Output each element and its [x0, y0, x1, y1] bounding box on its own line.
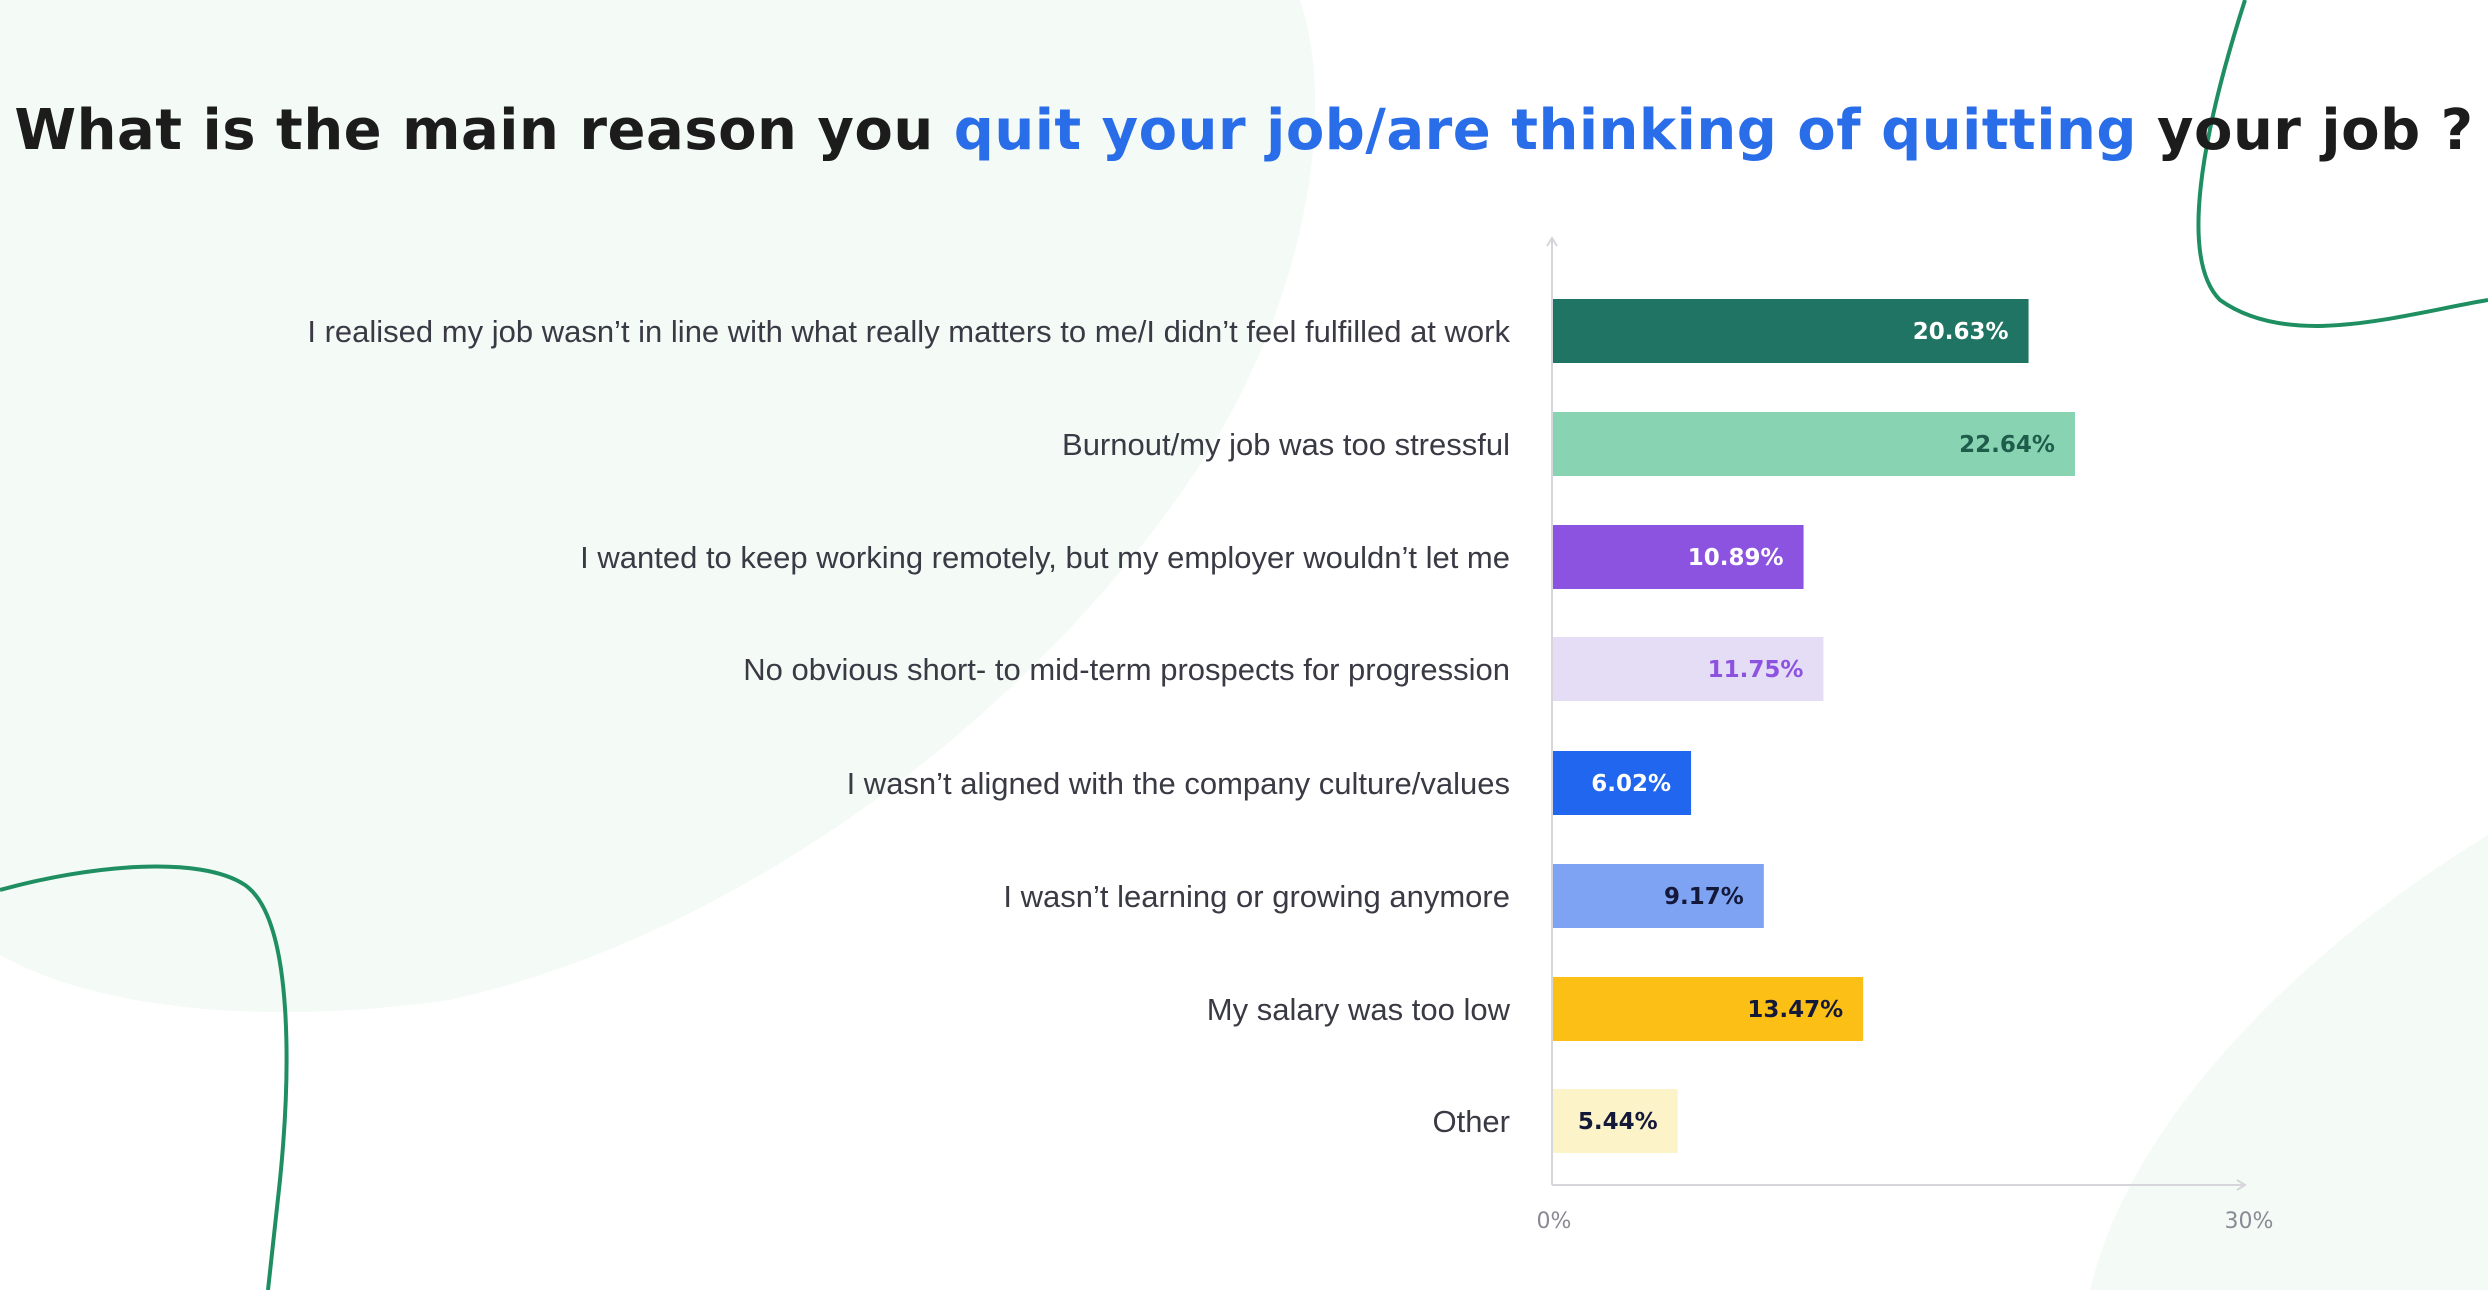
decorative-curve-top-right — [2196, 0, 2488, 328]
bar-value-label-2: 10.89% — [1688, 545, 1784, 571]
category-label-1: Burnout/my job was too stressful — [1062, 427, 1510, 462]
bar-value-label-6: 13.47% — [1747, 997, 1843, 1023]
bar-1 — [1552, 412, 2075, 476]
bar-value-label-4: 6.02% — [1591, 771, 1671, 797]
title-part-1: What is the main reason you — [14, 98, 954, 163]
bar-value-label-7: 5.44% — [1578, 1109, 1658, 1135]
bar-4 — [1552, 751, 1692, 815]
decorative-curve-bottom-left — [0, 864, 289, 1290]
bar-6 — [1552, 977, 1864, 1041]
bar-2 — [1552, 525, 1804, 589]
title-accent: quit your job/are thinking of quitting — [953, 98, 2137, 163]
y-axis-arrow — [1546, 236, 1558, 247]
bar-0 — [1552, 299, 2029, 363]
category-label-2: I wanted to keep working remotely, but m… — [580, 540, 1510, 575]
category-label-5: I wasn’t learning or growing anymore — [1003, 879, 1510, 914]
bar-value-label-5: 9.17% — [1664, 884, 1744, 910]
category-label-6: My salary was too low — [1207, 992, 1511, 1027]
category-label-0: I realised my job wasn’t in line with wh… — [307, 314, 1510, 349]
x-tick-label-1: 30% — [2225, 1209, 2274, 1234]
bar-7 — [1552, 1089, 1678, 1153]
bar-5 — [1552, 864, 1764, 928]
bars-layer: 20.63% I realised my job wasn’t in line w… — [307, 299, 2075, 1153]
title-part-2: your job ? — [2136, 98, 2474, 163]
category-label-4: I wasn’t aligned with the company cultur… — [847, 766, 1510, 801]
background-blob-left — [0, 0, 1316, 1013]
bar-value-label-0: 20.63% — [1913, 319, 2009, 345]
chart-title: What is the main reason you quit your jo… — [0, 98, 2488, 163]
x-axis-arrow — [2236, 1179, 2247, 1191]
axis-layer: 0% 30% — [1537, 236, 2274, 1234]
category-label-3: No obvious short- to mid-term prospects … — [743, 652, 1510, 687]
bar-3 — [1552, 637, 1824, 701]
bar-value-label-1: 22.64% — [1959, 432, 2055, 458]
background-blob-bottom-right — [2090, 835, 2488, 1290]
category-label-7: Other — [1432, 1104, 1510, 1139]
bar-value-label-3: 11.75% — [1708, 657, 1804, 683]
x-tick-label-0: 0% — [1537, 1209, 1572, 1234]
